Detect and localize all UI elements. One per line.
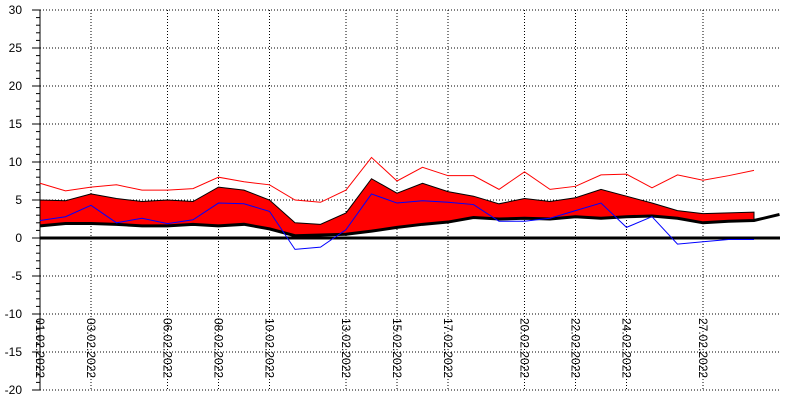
- y-tick-label: 25: [9, 41, 23, 55]
- x-tick-label: 15.02.2022: [390, 318, 404, 378]
- y-tick-label: 10: [9, 155, 23, 169]
- line: [39, 193, 754, 250]
- x-tick-label: 17.02.2022: [441, 318, 455, 378]
- y-tick-label: -5: [11, 269, 22, 283]
- y-tick-label: 20: [9, 79, 23, 93]
- x-tick-label: 22.02.2022: [569, 318, 583, 378]
- x-tick-label: 08.02.2022: [212, 318, 226, 378]
- line: [39, 156, 755, 203]
- x-tick-label: 24.02.2022: [620, 318, 634, 378]
- x-tick-label: 10.02.2022: [263, 318, 277, 378]
- y-tick-label: 15: [9, 117, 23, 131]
- x-tick-label: 03.02.2022: [84, 318, 98, 378]
- x-tick-label: 06.02.2022: [161, 318, 175, 378]
- y-tick-label: 5: [15, 193, 22, 207]
- x-tick-label: 20.02.2022: [518, 318, 532, 378]
- x-tick-label: 13.02.2022: [339, 318, 353, 378]
- y-tick-label: 30: [9, 3, 23, 17]
- y-tick-label: -10: [5, 307, 23, 321]
- x-tick-label: 27.02.2022: [696, 318, 710, 378]
- line: [39, 212, 780, 238]
- y-tick-label: 0: [15, 231, 22, 245]
- y-tick-label: -15: [5, 345, 23, 359]
- y-tick-label: -20: [5, 383, 23, 397]
